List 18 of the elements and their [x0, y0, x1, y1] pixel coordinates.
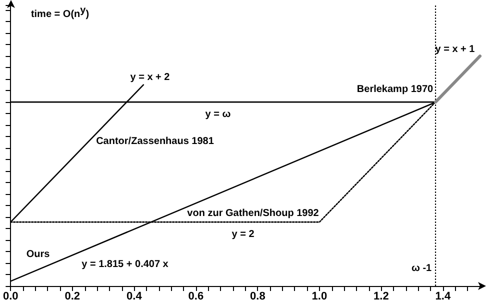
annotation: Cantor/Zassenhaus 1981 [96, 136, 214, 148]
text: y = x + 1 [435, 44, 475, 56]
annotation: Berlekamp 1970 [356, 84, 434, 96]
ref-line-label: ω -1 [411, 263, 432, 275]
x-tick-label: 1.4 [435, 290, 452, 302]
x-tick-label: 0.4 [126, 290, 143, 302]
annotation: y = 1.815 + 0.407 x [82, 259, 168, 271]
x-tick-label: 0.0 [2, 290, 18, 302]
x-tick-label: 0.2 [64, 290, 80, 302]
annotation: y = x + 2 [130, 72, 170, 84]
annotation: von zur Gathen/Shoup 1992 [187, 208, 319, 220]
annotation: y = 2 [232, 229, 254, 241]
x-tick-label: 1.0 [312, 290, 328, 302]
x-tick-label: 0.8 [250, 290, 266, 302]
x-tick-label: 0.6 [188, 290, 204, 302]
x-tick-label: 1.2 [374, 290, 389, 302]
annotation: Ours [26, 249, 50, 261]
annotation: y = ω [205, 109, 231, 121]
